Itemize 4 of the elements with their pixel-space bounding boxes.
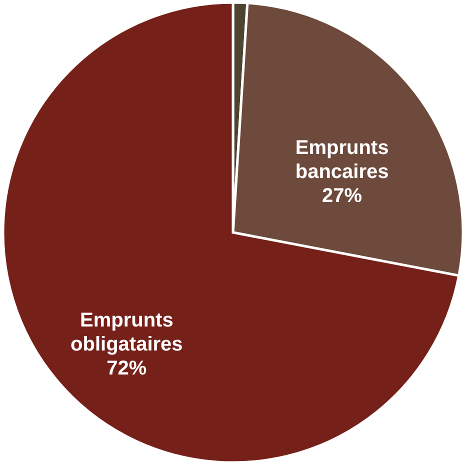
slice-label: Emprunts bancaires (295, 136, 389, 183)
data-label: 72% (106, 357, 147, 380)
data-label: 27% (322, 184, 362, 207)
slice-label: Emprunts obligataires (70, 309, 183, 356)
